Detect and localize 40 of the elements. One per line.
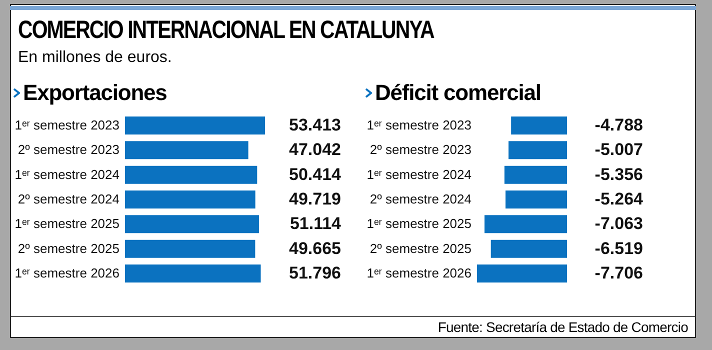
y-tick-label: 2º semestre 2024 xyxy=(18,192,120,206)
data-label: -7.706 xyxy=(594,264,643,283)
source-note: Fuente: Secretaría de Estado de Comercio xyxy=(438,319,688,335)
text: En millones de euros. xyxy=(18,49,172,67)
y-tick-label: 1ᵉʳ semestre 2024 xyxy=(366,166,472,182)
bar xyxy=(125,166,258,184)
bar xyxy=(125,116,265,134)
data-label: 50.414 xyxy=(289,164,342,184)
y-tick-label: 1ᵉʳ semestre 2025 xyxy=(366,216,472,232)
data-label: 47.042 xyxy=(289,140,341,160)
y-tick-label: 2º semestre 2025 xyxy=(370,240,472,256)
y-tick-label: 1ᵉʳ semestre 2025 xyxy=(14,216,120,232)
y-tick-label: 2º semestre 2024 xyxy=(370,192,472,206)
data-label: -5.264 xyxy=(594,190,644,208)
bar xyxy=(125,141,248,160)
bar xyxy=(125,264,261,283)
data-label: -7.063 xyxy=(594,214,643,234)
data-label: -5.356 xyxy=(594,164,643,184)
text: COMERCIO INTERNACIONAL EN CATALUNYA xyxy=(18,16,434,45)
y-tick-label: 1ᵉʳ semestre 2024 xyxy=(14,166,120,182)
y-tick-label: 2º semestre 2023 xyxy=(370,142,472,158)
data-label: 49.719 xyxy=(289,190,341,208)
y-tick-label: 2º semestre 2023 xyxy=(18,142,120,158)
chart-title: Exportaciones xyxy=(23,80,167,105)
y-tick-label: 1ᵉʳ semestre 2026 xyxy=(14,266,120,281)
y-tick-label: 1ᵉʳ semestre 2023 xyxy=(14,117,120,132)
data-label: 51.114 xyxy=(290,214,342,234)
data-label: 51.796 xyxy=(289,264,341,283)
bar xyxy=(125,240,256,258)
data-label: -6.519 xyxy=(594,238,643,258)
data-label: -5.007 xyxy=(594,140,643,160)
y-tick-label: 1ᵉʳ semestre 2023 xyxy=(366,117,472,132)
y-tick-label: 2º semestre 2025 xyxy=(18,240,120,256)
chart-title: Déficit comercial xyxy=(375,80,541,105)
data-label: 53.413 xyxy=(289,115,341,134)
data-label: 49.665 xyxy=(289,238,341,258)
bar xyxy=(125,215,259,234)
y-tick-label: 1ᵉʳ semestre 2026 xyxy=(366,266,472,281)
bar xyxy=(125,190,256,209)
data-label: -4.788 xyxy=(594,115,643,134)
